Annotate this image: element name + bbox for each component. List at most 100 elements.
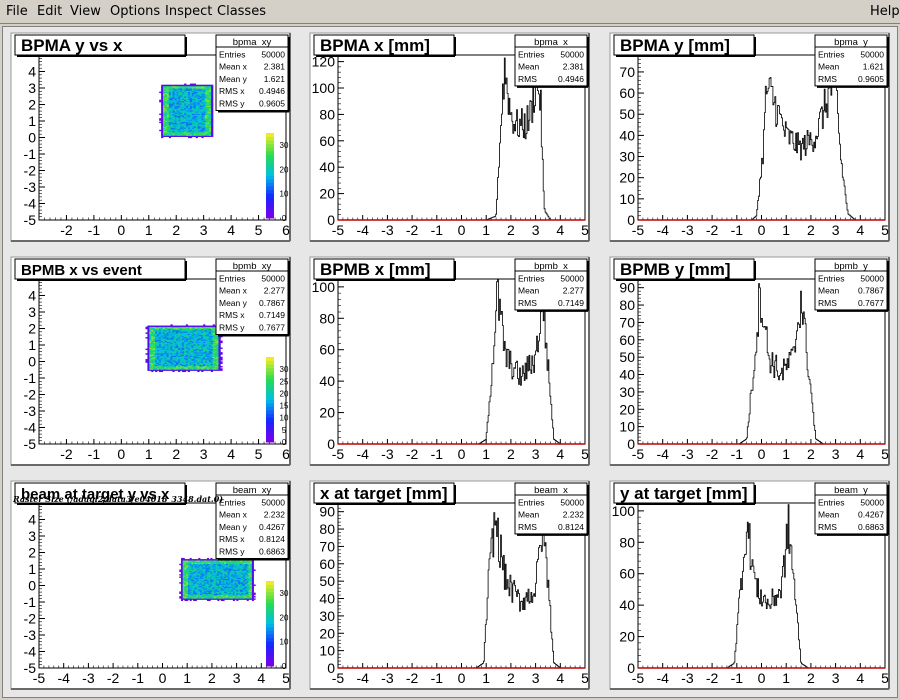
root-canvas[interactable]: -2 -1 0 1 2 3 4 5 6 -5 -4 -3 -2 -1 0 1 2 3 4 0 10 20 30 BPMA y … [2,26,898,698]
heatmap-cell [164,113,168,116]
x-tick-label: -2 [107,670,120,686]
heatmap-cell [181,568,184,570]
palette-segment [266,364,274,369]
heatmap-cell [194,596,197,598]
heatmap-cell [193,577,196,580]
heatmap-cell [196,582,199,584]
heatmap-cell [184,122,187,125]
heatmap-cell [151,349,154,352]
heatmap-cell [182,97,185,99]
menu-inspect[interactable]: Inspect [165,4,213,19]
heatmap-cell [197,107,200,110]
heatmap-cell [229,570,232,573]
heatmap-cell [224,587,227,590]
palette-label: 10 [280,190,289,199]
heatmap-cell [176,133,179,135]
menu-file[interactable]: File [6,4,28,19]
heatmap-cell [220,592,223,595]
heatmap-cell [186,569,189,571]
heatmap-cell [220,571,223,574]
heatmap-cell [222,562,225,565]
heatmap-cell [195,337,198,339]
heatmap-cell [172,132,175,134]
heatmap-cell [214,360,217,362]
menu-classes[interactable]: Classes [217,4,266,19]
heatmap-cell [155,354,158,356]
heatmap-cell [191,578,194,581]
heatmap-cell [201,110,204,112]
heatmap-cell [155,364,158,367]
heatmap-cell [197,355,200,358]
heatmap-cell [168,118,172,120]
heatmap-cell [229,568,232,570]
heatmap-cell [166,90,170,92]
heatmap-cell [176,352,179,354]
heatmap-cell [160,337,164,339]
stats-name: bpma_y [834,37,868,48]
heatmap-cell [149,363,152,366]
pad-beam_xy[interactable]: -5 -4 -3 -2 -1 0 1 2 3 4 5-5-4-3-2-1012340102030be… [10,480,291,690]
heatmap-cell [164,356,167,359]
stats-value: 50000 [860,49,884,59]
heatmap-cell [188,134,191,136]
heatmap-cell [200,569,203,571]
heatmap-cell [207,106,210,109]
heatmap-cell [201,102,204,104]
heatmap-cell [170,135,173,137]
menu-view[interactable]: View [70,4,101,19]
heatmap-cell [203,327,206,330]
heatmap-cell [197,102,200,104]
heatmap-cell [211,84,214,87]
heatmap-cell [189,367,192,369]
heatmap-cell [218,349,221,352]
heatmap-cell [170,130,173,133]
pad-bpmb_y[interactable]: -5 -4 -3 -2 -1 0 1 2 3 4 50102030405060708090BPMB … [609,256,890,466]
heatmap-cell [186,586,189,589]
heatmap-cell [213,589,216,591]
heatmap-cell [178,348,181,351]
heatmap-cell [224,583,227,585]
heatmap-cell [197,128,200,131]
heatmap-cell [164,96,168,98]
heatmap-cell [172,120,175,122]
heatmap-cell [168,113,172,116]
heatmap-cell [174,339,177,341]
heatmap-cell [193,355,196,358]
heatmap-cell [203,130,206,133]
heatmap-cell [153,338,156,340]
heatmap-cell [231,578,234,581]
menu-options[interactable]: Options [110,4,161,19]
heatmap-cell [172,370,175,373]
heatmap-cell [183,367,187,369]
heatmap-cell [205,117,208,119]
heatmap-cell [196,597,199,599]
heatmap-cell [205,567,208,569]
heatmap-cell [149,339,152,341]
heatmap-cell [229,597,232,599]
heatmap-cell [211,90,214,92]
heatmap-cell [191,596,194,598]
heatmap-cell [188,93,191,96]
heatmap-cell [164,340,167,342]
heatmap-cell [197,327,200,330]
chart-title: BPMA x [mm] [320,36,430,55]
heatmap-cell [227,583,230,585]
heatmap-cell [220,564,223,567]
heatmap-cell [149,361,152,363]
menu-help[interactable]: Help [870,4,900,19]
heatmap-cell [188,123,191,126]
heatmap-cell [191,93,195,96]
heatmap-cell [178,105,181,107]
pad-bpmb_xy[interactable]: -2 -1 0 1 2 3 4 5 6-5-4-3-2-101234051015202530BP… [10,256,291,466]
heatmap-cell [189,104,193,106]
menu-edit[interactable]: Edit [37,4,63,19]
heatmap-cell [157,349,160,352]
heatmap-cell [206,585,209,588]
heatmap-cell [164,108,168,111]
heatmap-cell [201,337,204,339]
heatmap-cell [199,367,202,369]
